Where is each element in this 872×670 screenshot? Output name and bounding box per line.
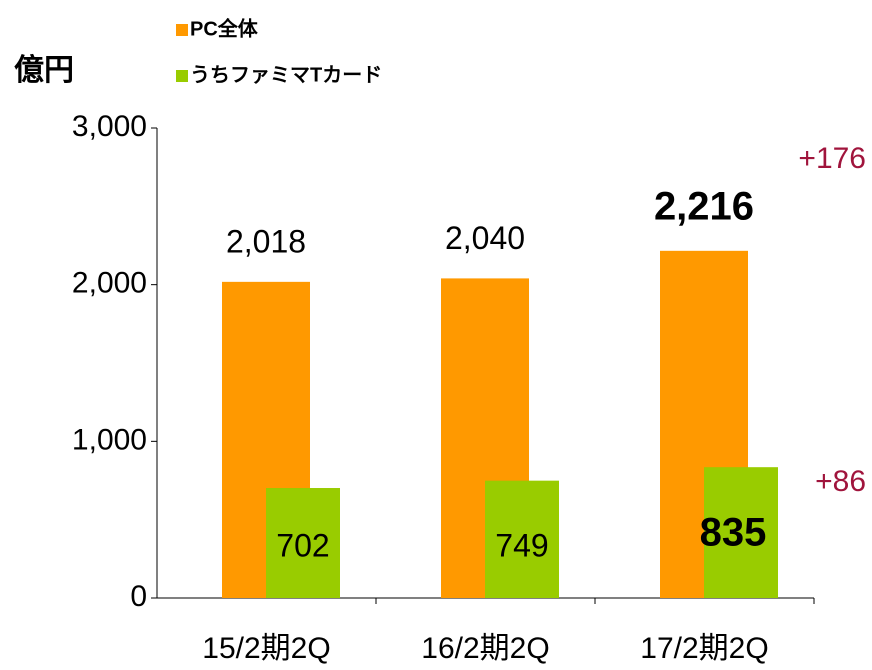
- bar: [266, 488, 340, 598]
- annotation: +176: [798, 142, 866, 175]
- x-tick-label: 16/2期2Q: [421, 632, 549, 665]
- value-label: 749: [495, 527, 548, 563]
- y-tick-label: 3,000: [72, 110, 147, 143]
- bar: [704, 467, 778, 598]
- value-label: 2,216: [654, 184, 754, 228]
- x-tick-label: 15/2期2Q: [202, 632, 330, 665]
- y-axis-label: 億円: [14, 54, 74, 87]
- value-label: 2,040: [445, 220, 525, 256]
- legend-swatch: [176, 70, 188, 82]
- y-tick-label: 2,000: [72, 267, 147, 300]
- annotation: +86: [815, 465, 866, 498]
- legend-label: PC全体: [190, 16, 259, 40]
- y-tick-label: 0: [130, 580, 147, 613]
- legend-swatch: [176, 24, 188, 36]
- y-tick-label: 1,000: [72, 423, 147, 456]
- value-label: 2,018: [226, 223, 306, 259]
- value-label: 702: [276, 527, 329, 563]
- bar: [485, 480, 559, 598]
- value-label: 835: [700, 511, 767, 555]
- legend-label: うちファミマTカード: [190, 64, 382, 86]
- x-tick-label: 17/2期2Q: [640, 632, 768, 665]
